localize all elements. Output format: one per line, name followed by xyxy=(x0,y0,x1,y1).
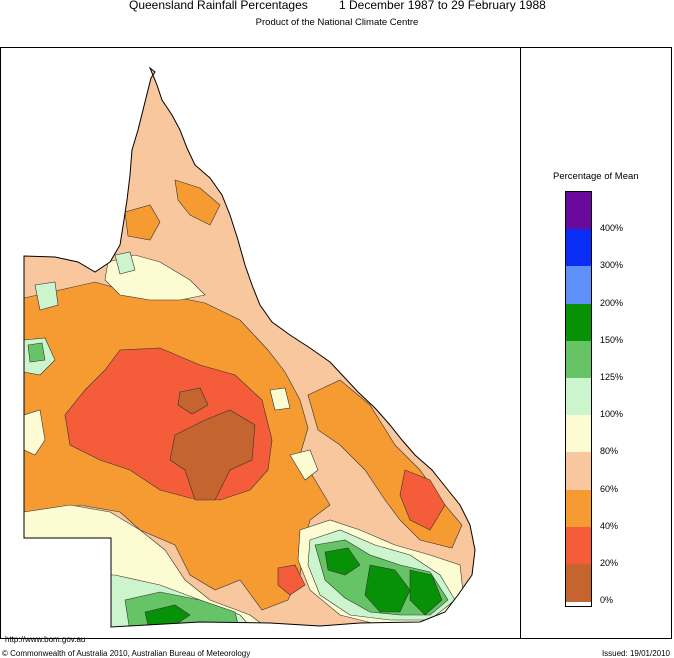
legend-label: 80% xyxy=(600,446,619,457)
period-text: 1 December 1987 to 29 February 1988 xyxy=(339,0,546,12)
footer-issued: Issued: 19/01/2010 xyxy=(601,649,670,658)
footer-url[interactable]: http://www.bom.gov.au xyxy=(5,635,86,644)
legend-box xyxy=(565,191,592,607)
legend-label: 400% xyxy=(600,223,624,234)
legend-title: Percentage of Mean xyxy=(553,171,639,182)
legend-label: 20% xyxy=(600,558,619,568)
legend-label: 200% xyxy=(600,297,624,308)
contour-0-20 xyxy=(169,409,256,501)
legend-label: 150% xyxy=(600,334,624,345)
subtitle: Product of the National Climate Centre xyxy=(255,17,419,28)
legend-divider xyxy=(520,47,521,639)
contour-100-125 xyxy=(24,554,112,627)
legend-label: 125% xyxy=(600,372,624,382)
map-title: Queensland Rainfall Percentages 1 Decemb… xyxy=(0,0,674,14)
contour-150-200 xyxy=(324,547,361,576)
legend-label: 300% xyxy=(600,260,624,271)
legend-label: 60% xyxy=(600,483,619,494)
footer-copyright: © Commonwealth of Australia 2010, Austra… xyxy=(2,649,251,658)
legend-label: 40% xyxy=(600,520,619,531)
queensland-rainfall-map xyxy=(23,66,476,628)
legend-swatch xyxy=(565,452,592,491)
legend-swatch xyxy=(565,192,592,230)
title-text: Queensland Rainfall Percentages xyxy=(129,0,308,12)
legend-label: 100% xyxy=(600,409,624,420)
map-frame xyxy=(0,47,672,639)
legend-label: 0% xyxy=(600,595,614,606)
